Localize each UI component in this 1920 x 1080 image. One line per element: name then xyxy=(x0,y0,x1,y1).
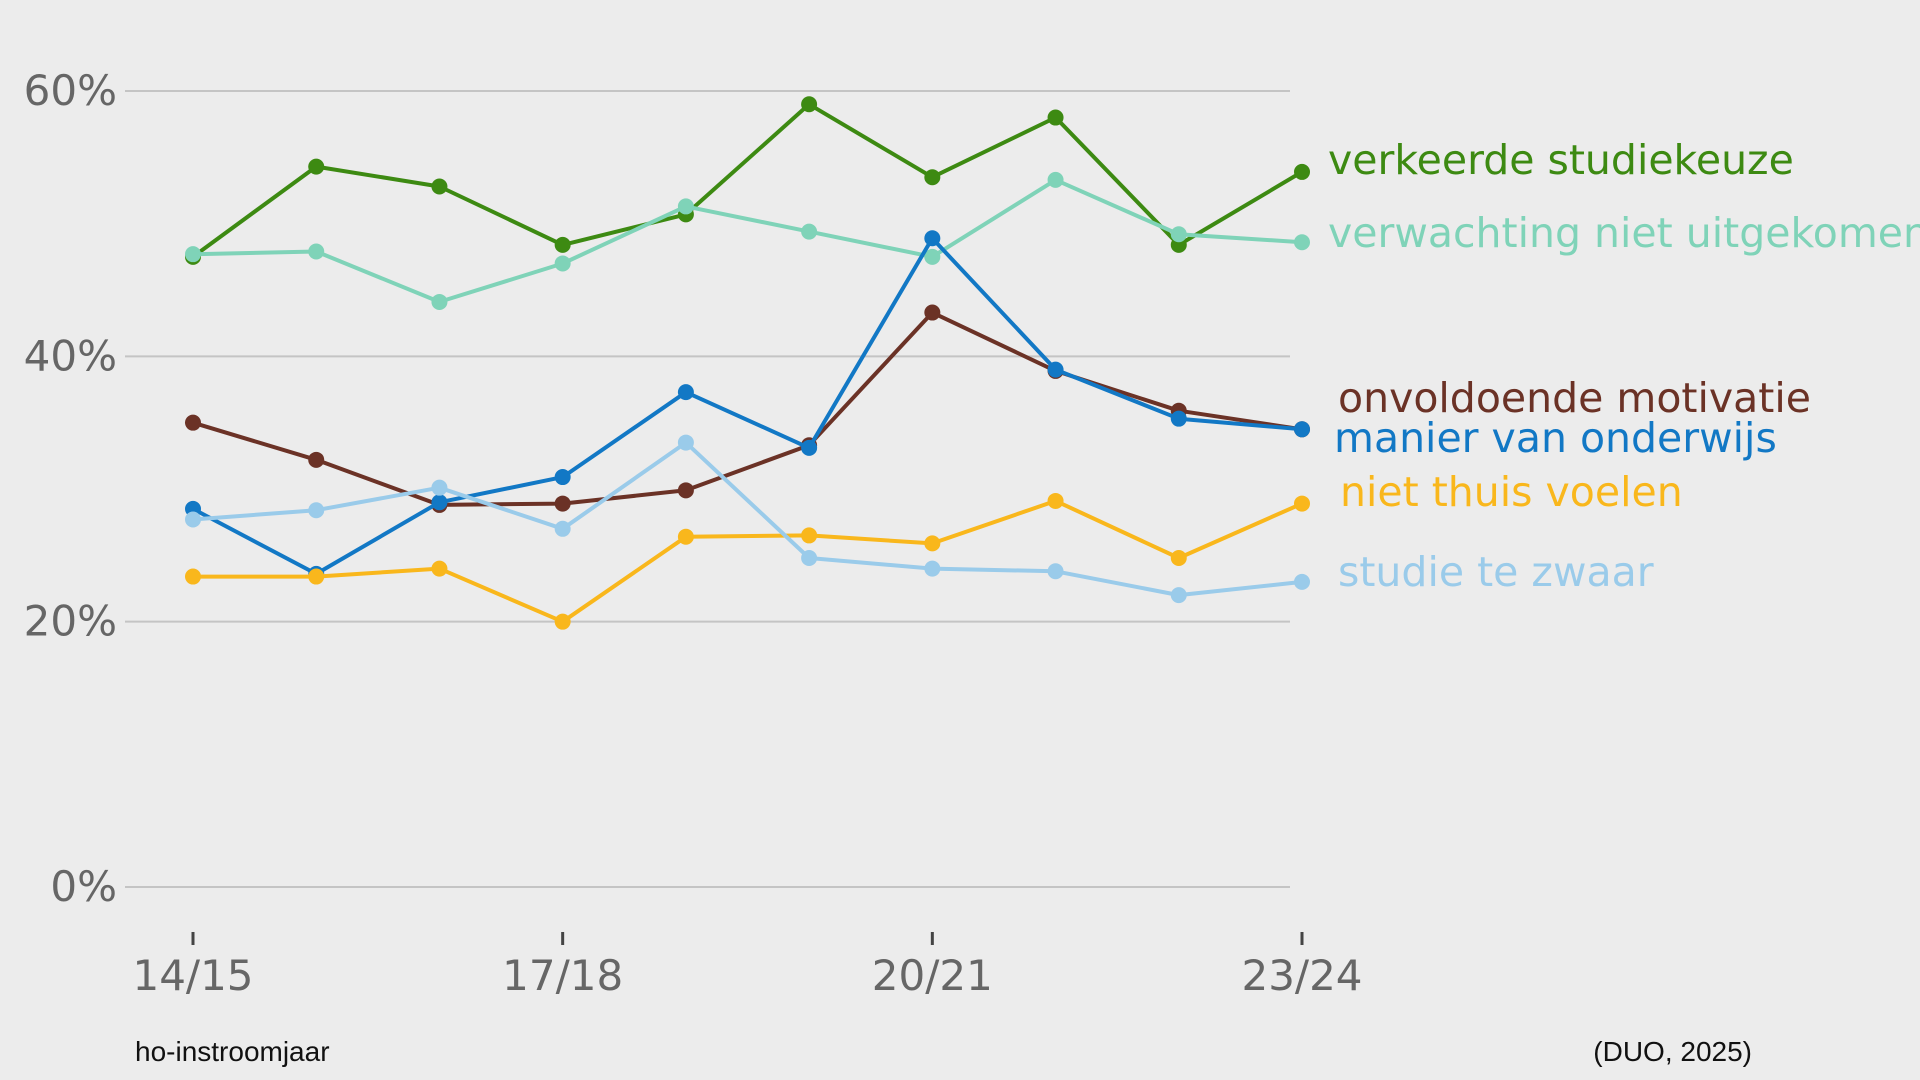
data-point xyxy=(924,304,941,321)
data-point xyxy=(1294,495,1310,512)
data-point xyxy=(1294,421,1310,438)
data-point xyxy=(308,451,325,468)
x-tick-label: 23/24 xyxy=(1241,951,1362,1000)
series-1 xyxy=(185,171,1310,310)
data-point xyxy=(431,293,448,310)
data-point xyxy=(308,243,325,260)
series-label: manier van onderwijs xyxy=(1334,414,1777,462)
data-point xyxy=(554,469,571,486)
x-axis: 14/15 17/18 20/21 23/24 xyxy=(132,932,1363,1000)
data-point xyxy=(677,198,694,215)
data-point xyxy=(1170,587,1187,604)
data-point xyxy=(431,178,448,195)
data-point xyxy=(801,223,818,240)
series-2 xyxy=(185,304,1310,513)
series-label: studie te zwaar xyxy=(1338,548,1654,596)
data-point xyxy=(554,236,571,253)
data-point xyxy=(185,511,201,528)
data-point xyxy=(924,560,941,577)
series-0 xyxy=(185,96,1310,265)
data-point xyxy=(801,439,818,456)
data-point xyxy=(554,255,571,272)
data-point xyxy=(801,527,818,544)
data-point xyxy=(924,248,941,265)
data-point xyxy=(1294,163,1310,180)
data-point xyxy=(1170,226,1187,243)
x-axis-title: ho-instroomjaar xyxy=(135,1036,330,1067)
series-labels: verkeerde studiekeuze verwachting niet ui… xyxy=(1328,136,1920,596)
data-point xyxy=(924,535,941,552)
data-point xyxy=(554,613,571,630)
data-point xyxy=(431,494,448,511)
data-point xyxy=(1294,234,1310,251)
series-lines xyxy=(185,96,1310,630)
series-label: verwachting niet uitgekomen xyxy=(1328,209,1920,257)
series-line xyxy=(191,102,1304,259)
series-line xyxy=(192,440,1303,598)
data-point xyxy=(677,384,694,401)
data-point xyxy=(1047,492,1064,509)
data-point xyxy=(677,482,694,499)
series-line xyxy=(192,236,1303,576)
data-point xyxy=(1047,171,1064,188)
series-line xyxy=(193,498,1303,624)
data-point xyxy=(801,549,818,566)
y-tick-label: 60% xyxy=(24,66,117,115)
y-tick-label: 20% xyxy=(24,597,117,646)
data-point xyxy=(1294,573,1310,590)
data-point xyxy=(308,158,325,175)
data-point xyxy=(308,502,325,519)
data-point xyxy=(185,568,201,585)
data-point xyxy=(308,568,325,585)
data-point xyxy=(185,414,201,431)
gridlines xyxy=(125,90,1290,888)
data-point xyxy=(924,230,941,247)
series-line xyxy=(192,310,1303,507)
series-label: niet thuis voelen xyxy=(1340,468,1683,516)
data-point xyxy=(431,479,448,496)
data-point xyxy=(554,495,571,512)
data-point xyxy=(1170,549,1187,566)
data-point xyxy=(924,169,941,186)
x-tick-label: 20/21 xyxy=(872,951,993,1000)
data-point xyxy=(1047,563,1064,580)
data-point xyxy=(677,434,694,451)
data-point xyxy=(1047,361,1064,378)
y-tick-label: 40% xyxy=(24,331,117,380)
data-point xyxy=(185,246,201,263)
data-point xyxy=(554,520,571,537)
series-4 xyxy=(185,492,1310,630)
series-5 xyxy=(185,434,1310,604)
source-note: (DUO, 2025) xyxy=(1593,1036,1752,1067)
y-tick-label: 0% xyxy=(50,862,117,911)
x-tick-label: 17/18 xyxy=(502,951,623,1000)
series-line xyxy=(192,177,1303,304)
data-point xyxy=(1047,109,1064,126)
data-point xyxy=(1170,410,1187,427)
series-label: verkeerde studiekeuze xyxy=(1328,136,1794,184)
series-label: onvoldoende motivatie xyxy=(1338,374,1811,422)
data-point xyxy=(677,528,694,545)
data-point xyxy=(801,96,818,113)
y-axis: 0% 20% 40% 60% xyxy=(24,66,117,911)
series-3 xyxy=(185,230,1310,582)
data-point xyxy=(431,560,448,577)
x-tick-label: 14/15 xyxy=(132,951,253,1000)
